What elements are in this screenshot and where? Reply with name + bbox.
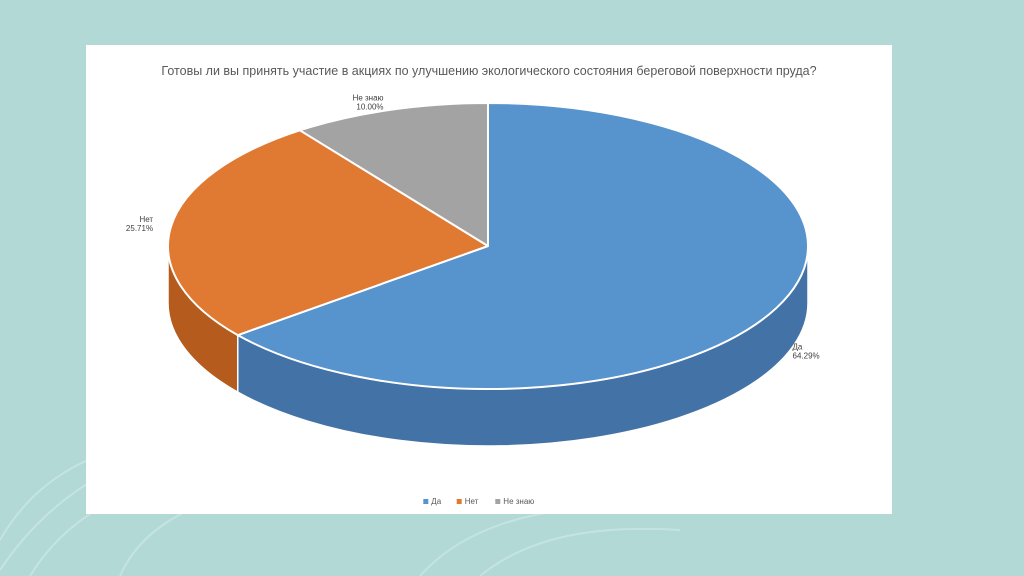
pie-slice-Нет: [167, 129, 489, 337]
legend-label: Не знаю: [503, 497, 534, 506]
data-label-value: 64.29%: [793, 351, 820, 360]
chart-title: Готовы ли вы принять участие в акциях по…: [161, 64, 817, 78]
data-label-value: 25.71%: [126, 224, 153, 233]
data-label-Не знаю: Не знаю10.00%: [353, 93, 384, 111]
data-label-category: Да: [793, 342, 803, 351]
legend-swatch: [456, 499, 462, 504]
pie-slice-Да: [236, 102, 809, 390]
legend-swatch: [495, 499, 501, 504]
legend-label: Нет: [465, 497, 479, 506]
data-label-value: 10.00%: [356, 102, 383, 111]
chart-card: Готовы ли вы принять участие в акциях по…: [86, 45, 892, 514]
legend-label: Да: [431, 497, 441, 506]
legend-item-Не знаю: Не знаю: [495, 497, 534, 506]
legend: Да Нет Не знаю: [423, 497, 534, 506]
data-label-category: Нет: [139, 215, 153, 224]
legend-swatch: [423, 499, 429, 504]
data-label-category: Не знаю: [353, 93, 384, 102]
legend-item-Да: Да: [423, 497, 442, 506]
legend-item-Нет: Нет: [456, 497, 479, 506]
pie-top-faces: [167, 102, 809, 390]
pie-slice-Не знаю: [298, 102, 489, 247]
